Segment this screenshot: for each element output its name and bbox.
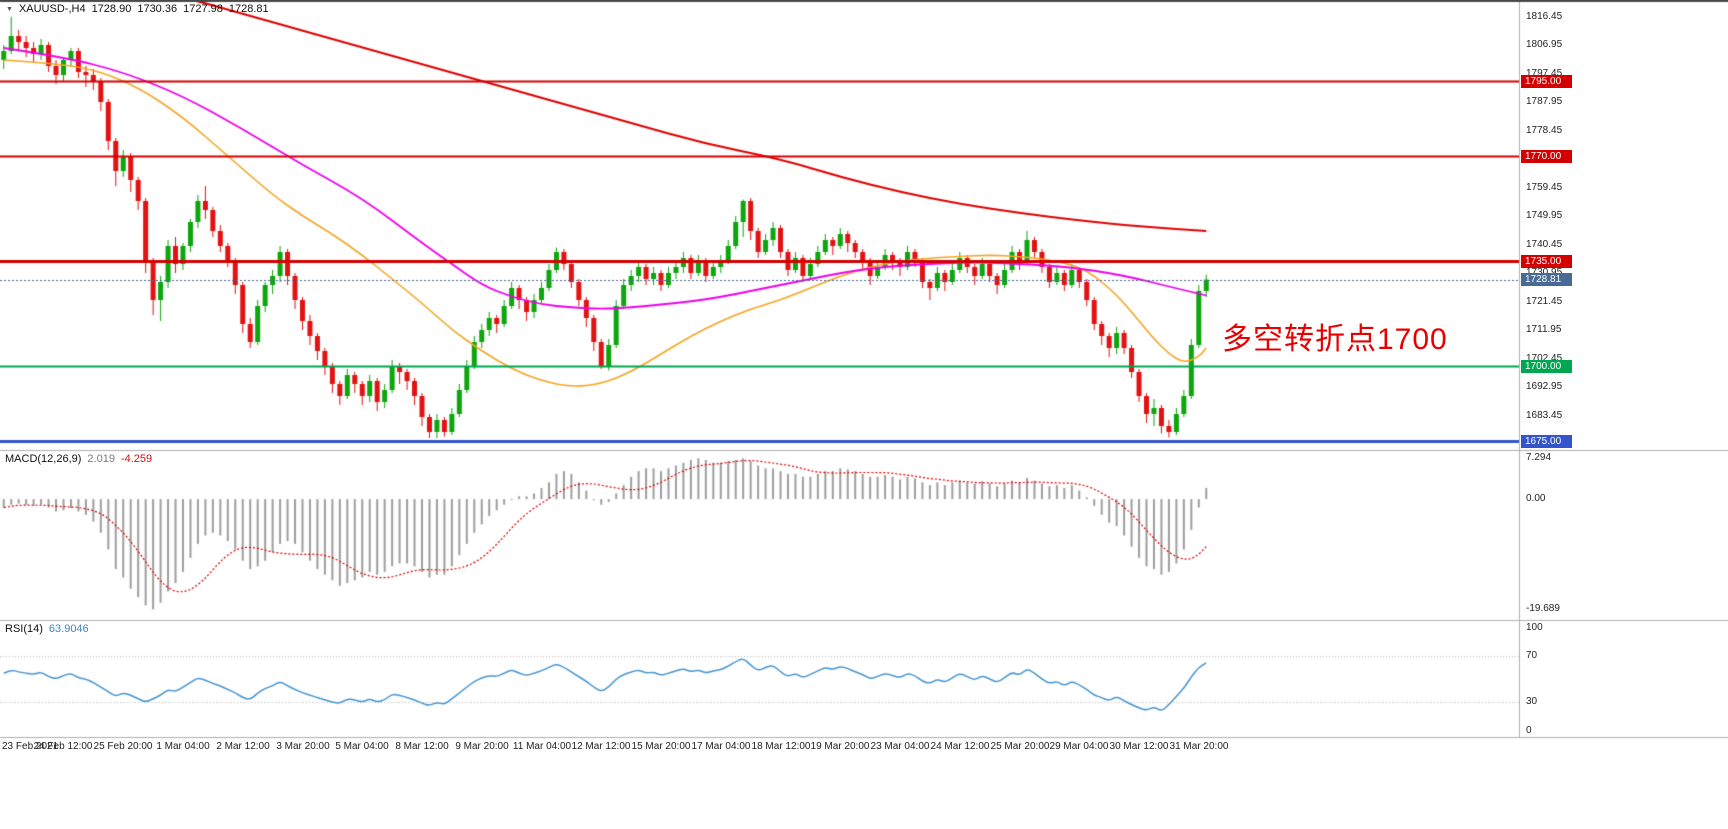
time-axis-label: 9 Mar 20:00 xyxy=(455,741,509,752)
price-axis-tick: 1683.45 xyxy=(1526,410,1563,421)
time-axis-label: 18 Mar 12:00 xyxy=(751,741,811,752)
price-axis-tick: 1806.95 xyxy=(1526,39,1563,50)
time-axis-label: 8 Mar 12:00 xyxy=(395,741,449,752)
time-axis-label: 30 Mar 12:00 xyxy=(1109,741,1169,752)
rsi-header: RSI(14) 63.9046 xyxy=(5,623,89,635)
price-axis-tick: 1702.45 xyxy=(1526,353,1563,364)
price-badge-1700.00: 1700.00 xyxy=(1521,360,1572,373)
rsi-axis-tick: 0 xyxy=(1526,725,1532,736)
time-axis-label: 5 Mar 04:00 xyxy=(335,741,389,752)
time-axis-label: 15 Mar 20:00 xyxy=(631,741,691,752)
time-axis-label: 3 Mar 20:00 xyxy=(276,741,330,752)
macd-label: MACD(12,26,9) xyxy=(5,453,82,465)
price-axis-tick: 1778.45 xyxy=(1526,125,1563,136)
rsi-axis-tick: 100 xyxy=(1526,622,1543,633)
time-axis-label: 23 Feb 2021 xyxy=(2,741,59,752)
chart-header: ▼ XAUUSD-,H4 1728.90 1730.36 1727.98 172… xyxy=(6,3,269,15)
time-axis-label: 2 Mar 12:00 xyxy=(216,741,270,752)
time-axis-label: 19 Mar 20:00 xyxy=(810,741,870,752)
price-axis-tick: 1740.45 xyxy=(1526,239,1563,250)
macd-axis-tick: -19.689 xyxy=(1526,603,1560,614)
price-badge-1735.00: 1735.00 xyxy=(1521,255,1572,268)
rsi-axis-tick: 70 xyxy=(1526,650,1538,661)
price-axis-tick: 1721.45 xyxy=(1526,296,1563,307)
rsi-label: RSI(14) xyxy=(5,623,43,635)
time-axis-label: 25 Feb 20:00 xyxy=(93,741,153,752)
current-price-badge: 1728.81 xyxy=(1521,273,1572,286)
price-axis-tick: 1787.95 xyxy=(1526,96,1563,107)
time-axis-label: 31 Mar 20:00 xyxy=(1169,741,1229,752)
time-axis-label: 11 Mar 04:00 xyxy=(512,741,572,752)
price-axis-tick: 1711.95 xyxy=(1526,324,1562,335)
time-axis-label: 12 Mar 12:00 xyxy=(571,741,631,752)
macd-header: MACD(12,26,9) 2.019 -4.259 xyxy=(5,453,152,465)
price-axis-tick: 1730.95 xyxy=(1526,267,1562,278)
price-axis-tick: 1692.95 xyxy=(1526,381,1563,392)
time-axis-label: 17 Mar 04:00 xyxy=(691,741,751,752)
ohlc-high-value: 1730.36 xyxy=(137,3,178,15)
macd-axis-tick: 7.294 xyxy=(1526,452,1552,463)
ohlc-close-value: 1728.81 xyxy=(228,3,269,15)
rsi-value: 63.9046 xyxy=(48,623,89,635)
ohlc-open-value: 1728.90 xyxy=(91,3,132,15)
price-badge-1795.00: 1795.00 xyxy=(1521,75,1572,88)
price-axis-tick: 1749.95 xyxy=(1526,210,1563,221)
macd-main-value: 2.019 xyxy=(87,453,115,465)
price-badge-1675.00: 1675.00 xyxy=(1521,435,1572,448)
chevron-down-icon: ▼ xyxy=(6,5,13,13)
macd-signal-value: -4.259 xyxy=(120,453,153,465)
time-axis-label: 29 Mar 04:00 xyxy=(1049,741,1109,752)
annotation-text: 多空转折点1700 xyxy=(1222,323,1448,356)
price-axis-tick: 1759.45 xyxy=(1526,182,1563,193)
rsi-axis-tick: 30 xyxy=(1526,696,1538,707)
time-axis-label: 23 Mar 04:00 xyxy=(870,741,930,752)
price-badge-1770.00: 1770.00 xyxy=(1521,150,1572,163)
time-axis-label: 1 Mar 04:00 xyxy=(156,741,210,752)
price-axis-tick: 1816.45 xyxy=(1526,11,1563,22)
time-axis-label: 24 Mar 12:00 xyxy=(930,741,990,752)
ohlc-low-value: 1727.98 xyxy=(183,3,223,15)
time-axis-label: 24 Feb 12:00 xyxy=(33,741,93,752)
macd-axis-tick: 0.00 xyxy=(1526,493,1546,504)
time-axis-label: 25 Mar 20:00 xyxy=(990,741,1050,752)
price-axis-tick: 1797.45 xyxy=(1526,68,1563,79)
symbol-period-label: XAUUSD-,H4 xyxy=(18,3,86,15)
